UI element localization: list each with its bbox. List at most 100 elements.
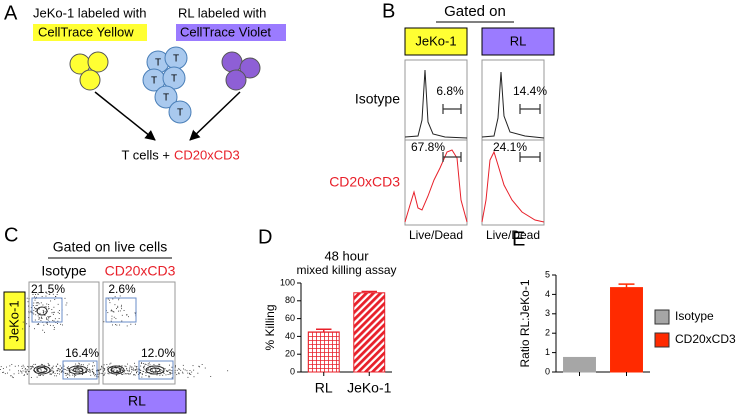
dot — [123, 371, 125, 373]
dot — [40, 370, 42, 372]
dot — [110, 320, 112, 322]
dot — [48, 364, 50, 366]
dot — [97, 373, 99, 375]
dot — [174, 366, 176, 368]
dot — [147, 367, 149, 369]
dot — [89, 371, 91, 373]
gate-percent: 2.6% — [108, 282, 136, 296]
dot — [48, 307, 50, 309]
dot — [54, 327, 55, 329]
dot — [121, 320, 123, 322]
dot — [31, 365, 33, 367]
dot — [91, 371, 93, 372]
dot — [171, 372, 173, 374]
dot — [113, 370, 115, 372]
dot — [4, 373, 6, 375]
label-text: T cells + — [121, 147, 170, 162]
dot — [146, 369, 148, 371]
header-box — [481, 27, 555, 56]
dot — [37, 369, 39, 370]
panel-label: E — [512, 228, 525, 250]
dot — [27, 365, 29, 367]
dot — [103, 374, 105, 375]
dot — [46, 303, 48, 305]
dot — [20, 371, 22, 373]
dot — [147, 369, 149, 371]
dot — [74, 370, 76, 372]
dot — [139, 373, 141, 375]
dot — [2, 372, 4, 374]
dot — [135, 369, 137, 371]
dot — [97, 370, 99, 372]
dot — [171, 370, 173, 372]
dot — [148, 362, 150, 364]
dot — [109, 363, 111, 365]
dot — [210, 375, 212, 377]
dot — [165, 374, 167, 376]
dot — [169, 372, 170, 374]
dot — [37, 315, 39, 317]
histogram — [481, 150, 545, 223]
dot — [120, 306, 122, 308]
dot — [28, 312, 30, 314]
dot — [35, 294, 36, 295]
dot — [193, 369, 195, 371]
dot — [150, 368, 152, 370]
dot — [38, 324, 40, 325]
dot — [101, 365, 103, 367]
dot — [132, 369, 134, 371]
dot — [129, 370, 130, 372]
dot — [54, 318, 56, 320]
dot — [121, 304, 123, 306]
dot — [81, 368, 83, 370]
dot — [93, 365, 95, 367]
dot — [159, 364, 161, 366]
cell-label: T — [177, 108, 183, 119]
dot — [57, 323, 58, 324]
dot — [122, 370, 123, 372]
dot — [123, 373, 125, 375]
dot — [134, 362, 135, 364]
dot — [130, 366, 132, 368]
dot — [115, 368, 117, 370]
dot — [181, 371, 183, 373]
gates — [31, 297, 174, 380]
dot — [92, 365, 93, 367]
dot — [141, 373, 143, 375]
dot — [81, 369, 83, 371]
dot — [66, 314, 68, 316]
dot — [49, 293, 51, 295]
label-text: CellTrace Violet — [180, 24, 271, 39]
dot — [43, 364, 45, 366]
dot — [204, 367, 206, 369]
dot — [83, 371, 84, 373]
dot — [28, 317, 30, 318]
dot — [12, 377, 14, 379]
cell-label: T — [171, 74, 177, 85]
dot — [157, 372, 158, 374]
arrow — [189, 91, 241, 141]
cell — [168, 100, 192, 124]
dot — [66, 369, 68, 371]
dot — [30, 311, 32, 313]
dot — [52, 368, 54, 370]
panel-label: A — [4, 2, 18, 24]
legend-label: CD20xCD3 — [675, 332, 736, 346]
t-cells: T TT TTT — [142, 46, 192, 124]
dot — [69, 375, 71, 377]
dot — [118, 299, 120, 301]
dot — [92, 362, 94, 364]
dot — [162, 372, 164, 373]
dot — [58, 368, 60, 370]
dot — [112, 298, 114, 300]
dot — [9, 369, 11, 371]
dot — [115, 374, 117, 376]
dot — [43, 324, 45, 326]
dot — [180, 369, 182, 371]
dot — [66, 373, 68, 375]
dot — [34, 306, 35, 308]
dot — [144, 365, 146, 367]
dot — [182, 372, 184, 374]
y-tick-label: 40 — [285, 331, 295, 341]
dot — [42, 375, 44, 376]
